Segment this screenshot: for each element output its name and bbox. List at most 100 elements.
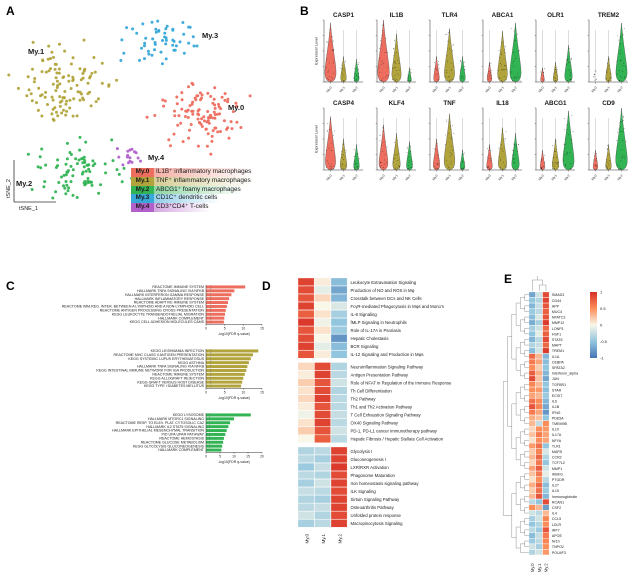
x-tick-label: My.0	[537, 85, 544, 93]
jitter-point	[607, 145, 608, 147]
jitter-point	[451, 62, 452, 64]
jitter-point	[407, 74, 409, 76]
jitter-point	[513, 158, 515, 160]
heatmap-cell	[535, 353, 543, 359]
heatmap-cell	[297, 350, 315, 359]
jitter-point	[624, 77, 626, 78]
jitter-point	[607, 68, 609, 70]
jitter-point	[407, 80, 408, 82]
jitter-point	[553, 73, 555, 74]
term-label: HALLMARK INFLAMMATORY RESPONSE	[135, 297, 205, 301]
heatmap-cell	[330, 318, 348, 327]
jitter-point	[515, 57, 516, 59]
jitter-point	[460, 68, 462, 70]
heatmap-cell	[314, 487, 331, 496]
x-tick-label: My.2	[457, 85, 464, 93]
jitter-point	[500, 159, 502, 161]
jitter-point	[453, 133, 455, 135]
jitter-point	[515, 39, 517, 41]
cluster-label-My.1: My.1	[28, 47, 44, 56]
gene-label: IRF7	[552, 528, 560, 532]
jitter-point	[571, 58, 573, 60]
violin-subplot-CASP1: CASP1 Expression Level My.0 My.1 My.2	[315, 12, 363, 93]
gene-label: Immunoglobulin	[552, 495, 577, 499]
x-tick-label: My.2	[457, 173, 464, 181]
jitter-point	[342, 69, 344, 71]
x-tick-label: 20	[260, 455, 264, 459]
jitter-point	[490, 62, 492, 64]
jitter-point	[394, 62, 396, 64]
heatmap-cell	[314, 378, 331, 387]
jitter-point	[568, 134, 569, 136]
jitter-point	[513, 52, 515, 53]
point	[54, 76, 58, 80]
heatmap-cell	[542, 471, 550, 477]
jitter-point	[488, 150, 490, 152]
x-tick-label: My.0	[325, 85, 332, 93]
heatmap-cell	[535, 291, 543, 298]
point	[202, 115, 206, 119]
jitter-point	[490, 158, 491, 160]
jitter-point	[608, 77, 610, 79]
bar	[206, 361, 249, 365]
jitter-point	[393, 48, 394, 50]
heatmap-cell	[330, 402, 348, 411]
jitter-point	[498, 70, 499, 72]
jitter-point	[619, 168, 621, 170]
heatmap-cell	[297, 342, 315, 351]
gene-label: PTGDR	[552, 478, 565, 482]
heatmap-cell	[297, 362, 315, 371]
jitter-point	[594, 164, 596, 166]
bar	[206, 432, 226, 436]
bar	[206, 413, 251, 417]
heatmap-cell	[542, 454, 550, 460]
heatmap-cell	[542, 521, 550, 528]
x-tick-label: 15	[260, 391, 264, 395]
jitter-point	[595, 70, 597, 72]
jitter-point	[596, 168, 598, 170]
violin-subplot-IL1B: IL1B My.0 My.1 My.2	[375, 12, 416, 93]
point	[63, 186, 67, 190]
jitter-point	[329, 166, 331, 167]
jitter-point	[409, 71, 411, 73]
jitter-point	[341, 65, 343, 66]
jitter-point	[358, 76, 359, 77]
point	[150, 20, 154, 24]
column-label: My.1	[537, 563, 542, 572]
violin-panel: CASP1 Expression Level My.0 My.1 My.2 IL1B My.…	[314, 8, 632, 184]
point	[209, 94, 213, 98]
column-label: My.2	[544, 563, 549, 572]
jitter-point	[517, 80, 519, 82]
jitter-point	[451, 160, 452, 162]
heatmap-cell	[535, 342, 543, 348]
heatmap-cell	[528, 370, 536, 376]
x-tick-label: My.1	[497, 85, 504, 93]
heatmap-cell	[330, 334, 348, 343]
jitter-point	[447, 61, 448, 63]
column-label: My.0	[530, 563, 535, 572]
jitter-point	[512, 155, 514, 157]
heatmap-cell	[297, 285, 315, 294]
point	[71, 174, 75, 178]
jitter-point	[617, 35, 618, 37]
point	[202, 119, 206, 123]
tsne-cluster-My.4	[115, 147, 142, 167]
point	[31, 67, 34, 71]
jitter-point	[407, 168, 408, 170]
point	[150, 53, 154, 57]
heatmap-cell	[535, 347, 543, 354]
jitter-point	[438, 64, 440, 66]
term-label: KEGG GRAFT VERSUS HOST DISEASE	[137, 380, 204, 384]
point	[171, 38, 175, 42]
point	[195, 44, 199, 48]
point	[180, 91, 184, 95]
jitter-point	[570, 163, 572, 165]
point	[163, 99, 167, 103]
jitter-point	[505, 69, 507, 71]
pathway-group-2: Glycolysis I Gluconeogenesis I LXR/RXR Act…	[297, 446, 419, 528]
jitter-point	[451, 68, 453, 70]
jitter-point	[513, 154, 514, 155]
point	[78, 98, 82, 102]
jitter-point	[566, 59, 568, 61]
